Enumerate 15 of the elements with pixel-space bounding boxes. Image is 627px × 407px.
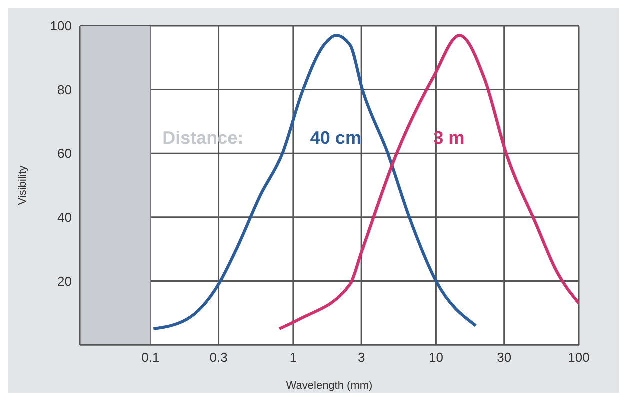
x-tick-label: 0.3 [210, 350, 228, 366]
y-tick-label: 100 [50, 18, 72, 34]
y-tick-label: 80 [58, 82, 72, 98]
x-tick-label: 100 [568, 350, 590, 366]
series-label: 40 cm [310, 128, 362, 150]
x-axis-title: Wavelength (mm) [286, 380, 373, 392]
y-tick-label: 60 [58, 146, 72, 162]
x-tick-label: 30 [497, 350, 512, 366]
y-tick-label: 40 [58, 210, 72, 226]
x-tick-label: 0.1 [142, 350, 160, 366]
y-axis-title: Visibility [16, 165, 29, 206]
y-tick-label: 20 [58, 274, 72, 289]
x-tick-label: 1 [290, 350, 298, 366]
x-tick-label: 3 [358, 350, 366, 366]
x-tick-label: 10 [428, 350, 444, 366]
